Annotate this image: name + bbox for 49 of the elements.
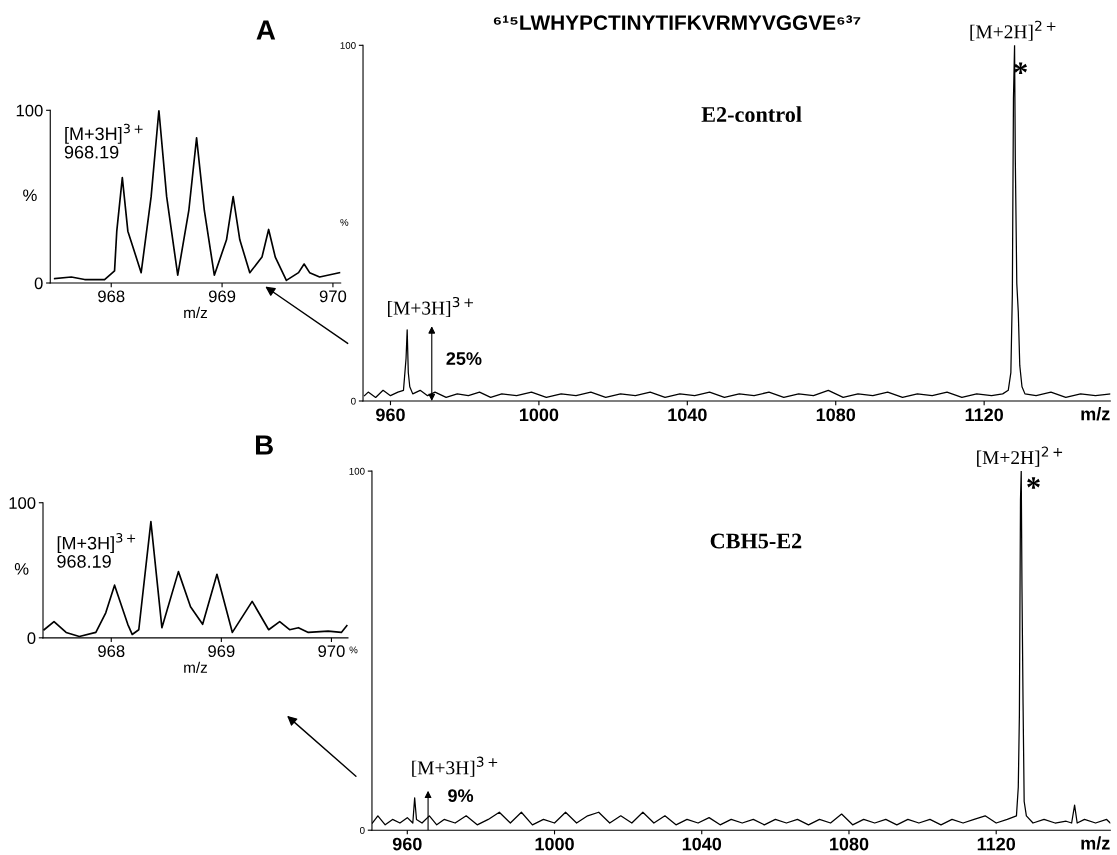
x-tick-label: 970 — [319, 290, 347, 303]
annotation: 9% — [448, 789, 474, 803]
x-axis-title: m/z — [184, 306, 208, 319]
text: B — [255, 435, 273, 455]
x-axis-title: m/z — [1081, 836, 1110, 850]
y-axis-title: % — [349, 646, 358, 654]
x-axis-title: m/z — [1081, 407, 1110, 421]
line-series — [371, 471, 1111, 826]
x-tick-label: 1000 — [535, 837, 574, 851]
x-tick-label: 1080 — [830, 837, 869, 851]
x-tick-label: 1080 — [816, 408, 856, 422]
x-tick-label: 969 — [208, 290, 236, 303]
annotation: [M+2H]$^{2+}$ — [977, 446, 1063, 467]
annotation: [M+3H]$^{3+}$ — [412, 756, 498, 777]
y-axis-title: % — [14, 563, 29, 575]
y-tick-label: 0 — [27, 632, 36, 645]
x-axis-title: m/z — [184, 661, 208, 673]
y-tick-label: 100 — [340, 42, 356, 49]
annotation: CBH5-E2 — [710, 533, 802, 549]
text: A — [256, 20, 276, 40]
annotation: [M+2H]$^{2+}$ — [970, 20, 1056, 41]
x-tick-label: 970 — [318, 645, 345, 658]
annotation: [M+3H]$^{3+}$ — [388, 296, 474, 318]
x-tick-label: 1040 — [668, 408, 707, 422]
annotation: E2-control — [701, 106, 802, 123]
y-tick-label: 0 — [351, 397, 356, 405]
y-tick-label: 0 — [359, 826, 365, 834]
x-tick-label: 960 — [392, 837, 422, 851]
y-tick-label: 100 — [9, 497, 36, 509]
x-tick-label: 1120 — [965, 408, 1003, 422]
y-tick-label: 100 — [16, 104, 43, 117]
annotation: [M+3H]$^{3+}$ 968.19 — [57, 533, 136, 568]
chart-title: ⁶¹⁵LWHYPCTINYTIFKVRMYVGGVE⁶³⁷ — [493, 15, 861, 31]
x-tick-label: 968 — [98, 645, 125, 658]
x-tick-label: 968 — [98, 290, 125, 303]
annotation: 25% — [446, 352, 482, 365]
y-tick-label: 0 — [34, 277, 43, 290]
annotation: [M+3H]$^{3+}$ 968.19 — [64, 123, 143, 159]
y-axis-title: % — [340, 218, 349, 226]
y-axis-title: % — [23, 189, 37, 202]
annotation: * — [1014, 62, 1027, 74]
x-tick-label: 1000 — [519, 408, 559, 422]
x-tick-label: 1120 — [977, 837, 1016, 851]
x-tick-label: 1040 — [682, 837, 722, 851]
y-tick-label: 100 — [349, 467, 365, 475]
x-tick-label: 960 — [376, 408, 405, 422]
line-series — [53, 110, 341, 282]
annotation: * — [1027, 477, 1040, 489]
x-tick-label: 969 — [208, 645, 235, 658]
